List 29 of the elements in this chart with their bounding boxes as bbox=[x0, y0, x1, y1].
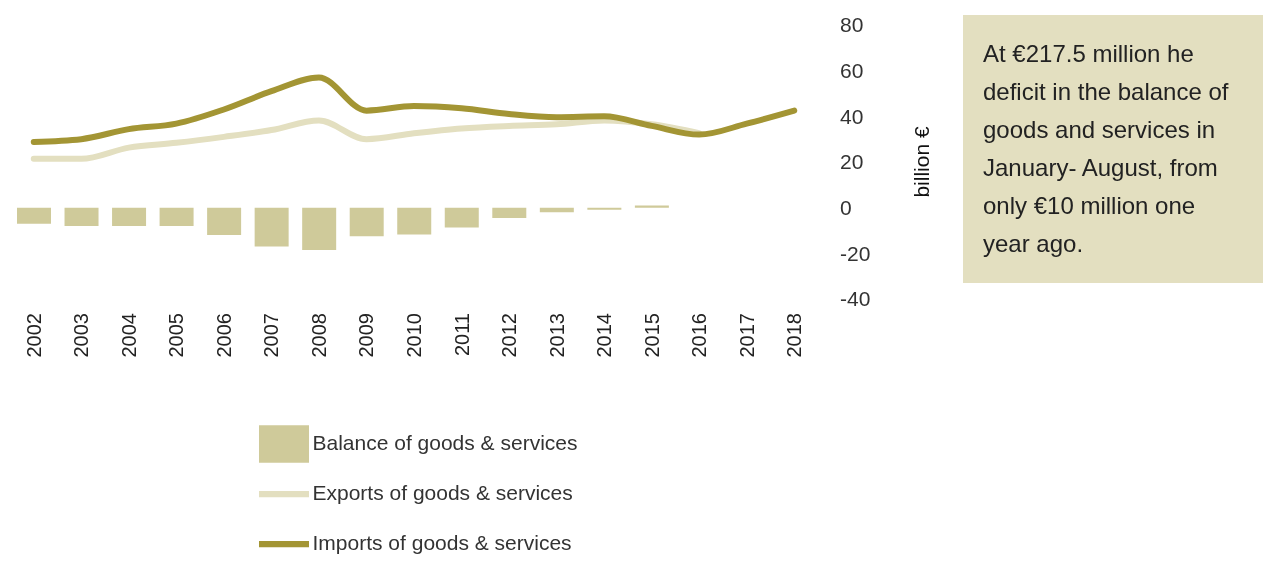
x-tick-label: 2016 bbox=[688, 313, 711, 358]
x-tick-label: 2004 bbox=[117, 313, 140, 358]
x-tick-label: 2003 bbox=[70, 313, 93, 358]
legend-label: Balance of goods & services bbox=[312, 430, 578, 454]
y-tick-label: 60 bbox=[840, 59, 864, 83]
y-tick-label: -40 bbox=[840, 287, 871, 311]
y-axis-title: billion € bbox=[910, 126, 934, 198]
x-tick-label: 2018 bbox=[783, 313, 806, 358]
x-tick-label: 2017 bbox=[735, 313, 758, 358]
x-tick-label: 2008 bbox=[307, 313, 330, 358]
y-tick-label: 0 bbox=[840, 196, 852, 220]
legend-label: Imports of goods & services bbox=[312, 530, 572, 554]
x-tick-label: 2009 bbox=[355, 313, 378, 358]
y-tick-label: 20 bbox=[840, 150, 864, 174]
x-tick-label: 2014 bbox=[593, 313, 616, 358]
x-tick-label: 2012 bbox=[498, 313, 521, 358]
x-tick-label: 2010 bbox=[403, 313, 425, 358]
legend-label: Exports of goods & services bbox=[312, 480, 573, 504]
x-tick-label: 2007 bbox=[260, 313, 283, 358]
x-tick-label: 2006 bbox=[212, 313, 235, 358]
y-tick-label: -20 bbox=[840, 241, 871, 265]
x-tick-label: 2005 bbox=[165, 313, 188, 358]
y-tick-label: 80 bbox=[840, 13, 864, 37]
x-tick-label: 2015 bbox=[640, 313, 663, 358]
x-tick-label: 2002 bbox=[22, 313, 45, 358]
y-tick-label: 40 bbox=[840, 104, 864, 128]
x-tick-label: 2013 bbox=[545, 313, 568, 358]
x-tick-label: 2011 bbox=[450, 313, 473, 357]
text: At €217.5 million he deficit in the balance of goods and services in January- August, from only €10 million one year ago. bbox=[963, 15, 1263, 283]
